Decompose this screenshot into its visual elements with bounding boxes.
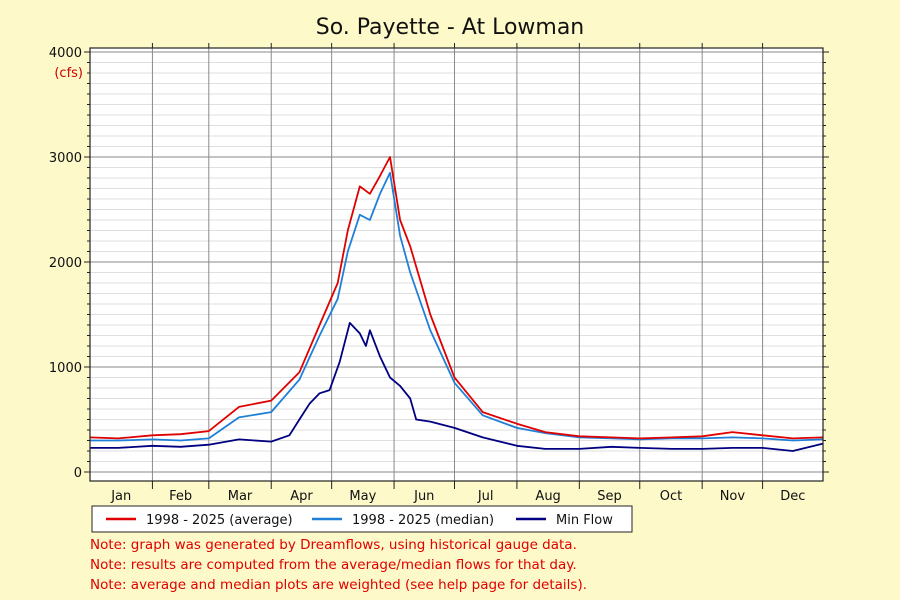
x-tick-label: Sep [597, 489, 622, 504]
y-tick-label: 1000 [49, 361, 82, 376]
plot-frame [89, 47, 824, 482]
legend-label-min-flow: Min Flow [556, 513, 613, 528]
x-tick-label: Oct [660, 489, 682, 504]
x-tick-label: Dec [780, 489, 805, 504]
note-line: Note: results are computed from the aver… [90, 557, 577, 573]
x-tick-label: Feb [169, 489, 192, 504]
axes: 0 1000 2000 3000 4000 Jan Feb Mar Apr May Jun Jul Au… [49, 43, 829, 504]
y-tick-label: 4000 [49, 46, 82, 61]
legend-label-average: 1998 - 2025 (average) [146, 513, 293, 528]
note-line: Note: average and median plots are weigh… [90, 577, 588, 593]
x-tick-label: Nov [720, 489, 746, 504]
x-tick-label: Jul [477, 489, 494, 504]
y-tick-label: 2000 [49, 256, 82, 271]
y-tick-label: 3000 [49, 151, 82, 166]
y-tick-label: 0 [74, 466, 82, 481]
plot-area [90, 48, 823, 481]
x-tick-label: Mar [228, 489, 253, 504]
series-group [89, 156, 824, 452]
line-min-flow [90, 321, 824, 452]
legend-label-median: 1998 - 2025 (median) [352, 513, 494, 528]
line-median [90, 171, 824, 442]
grid [90, 48, 823, 481]
line-average [89, 156, 824, 440]
legend: 1998 - 2025 (average) 1998 - 2025 (media… [91, 505, 633, 533]
chart-title: So. Payette - At Lowman [316, 15, 585, 40]
x-tick-label: Jan [110, 489, 131, 504]
x-tick-label: Aug [535, 489, 560, 504]
y-unit-label: (cfs) [54, 66, 83, 81]
x-tick-label: May [349, 489, 376, 504]
x-tick-label: Apr [290, 489, 313, 504]
x-tick-label: Jun [413, 489, 434, 504]
note-line: Note: graph was generated by Dreamflows,… [90, 537, 577, 553]
